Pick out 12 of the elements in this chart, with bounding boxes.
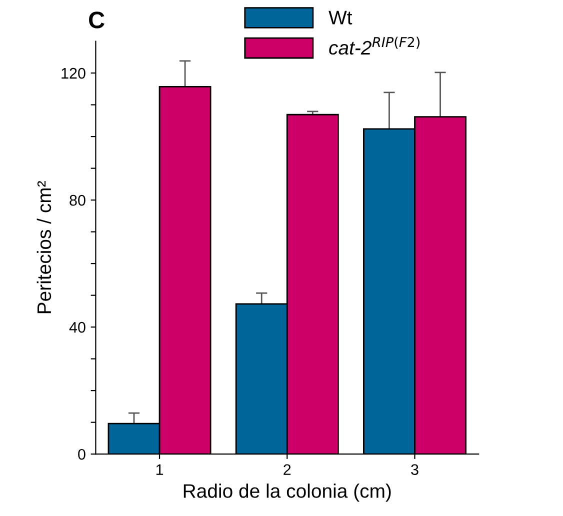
x-tick-label: 2 <box>284 464 291 475</box>
y-tick-label: 80 <box>70 194 86 206</box>
x-tick-label: 1 <box>156 464 164 475</box>
legend-label: Wt <box>328 10 352 24</box>
chart-title: C <box>89 12 104 28</box>
legend-label: cat-2$^{RIP(F2)}$ <box>329 36 420 55</box>
x-axis-title: Radio de la colonia (cm) <box>184 484 391 502</box>
y-axis-title: Peritecios / cm² <box>36 181 52 314</box>
x-tick-label: 3 <box>411 464 418 476</box>
y-tick-label: 120 <box>62 68 86 79</box>
y-tick-label: 0 <box>78 448 86 460</box>
y-tick-label: 40 <box>69 322 86 333</box>
